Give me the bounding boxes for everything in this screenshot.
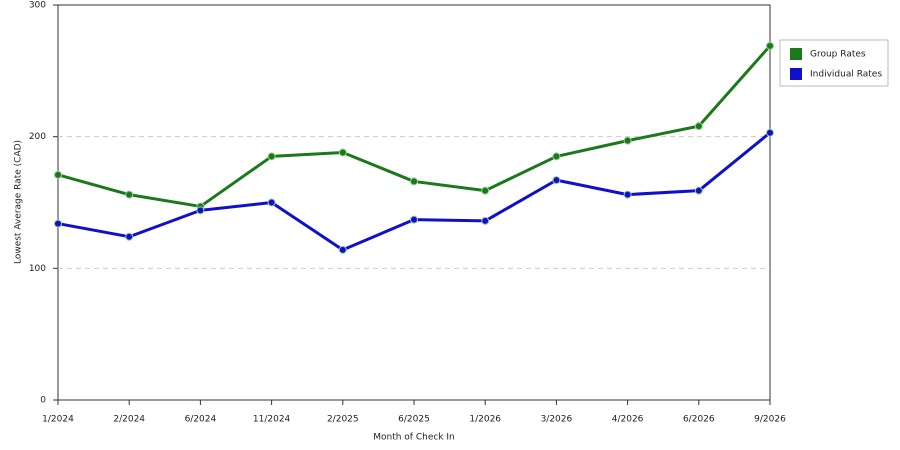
y-tick-label: 200 <box>29 132 46 142</box>
data-point <box>552 152 561 161</box>
x-tick-label: 2/2024 <box>113 415 145 425</box>
data-point <box>54 219 62 228</box>
data-point <box>338 148 347 157</box>
data-point <box>766 128 774 137</box>
x-tick-label: 11/2024 <box>253 415 291 425</box>
data-point <box>410 215 418 224</box>
legend-label: Group Rates <box>810 50 866 60</box>
data-point <box>267 152 276 161</box>
y-axis-label: Lowest Average Rate (CAD) <box>14 140 24 264</box>
y-tick-label: 100 <box>29 264 46 274</box>
x-tick-label: 6/2024 <box>185 415 217 425</box>
data-point <box>338 245 347 254</box>
data-point <box>694 122 703 131</box>
data-point <box>267 198 276 207</box>
data-point <box>481 186 490 195</box>
data-point <box>196 206 205 215</box>
data-point <box>552 176 561 185</box>
data-point <box>125 232 134 241</box>
data-point <box>623 136 632 145</box>
data-point <box>766 41 774 50</box>
data-point <box>481 216 490 225</box>
data-point <box>694 186 703 195</box>
series-line <box>57 131 771 252</box>
x-tick-label: 6/2025 <box>398 415 430 425</box>
x-tick-label: 4/2026 <box>612 415 644 425</box>
data-point <box>125 190 134 199</box>
y-tick-label: 0 <box>40 396 46 406</box>
legend-label: Individual Rates <box>810 70 882 80</box>
y-tick-label: 300 <box>29 1 46 11</box>
x-tick-label: 1/2026 <box>469 415 501 425</box>
x-tick-label: 2/2025 <box>327 415 359 425</box>
plot-frame <box>57 4 771 401</box>
x-tick-label: 9/2026 <box>754 415 786 425</box>
legend-swatch <box>790 68 802 80</box>
x-axis-label: Month of Check In <box>373 433 455 443</box>
x-tick-label: 1/2024 <box>42 415 74 425</box>
legend-swatch <box>790 48 802 60</box>
x-tick-label: 3/2026 <box>541 415 573 425</box>
x-tick-label: 6/2026 <box>683 415 715 425</box>
data-point <box>54 170 62 179</box>
data-point <box>623 190 632 199</box>
data-point <box>410 177 418 186</box>
